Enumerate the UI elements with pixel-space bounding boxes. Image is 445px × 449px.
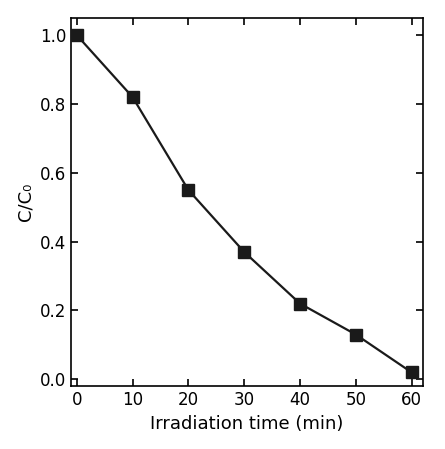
X-axis label: Irradiation time (min): Irradiation time (min): [150, 414, 344, 432]
Y-axis label: C/C₀: C/C₀: [16, 183, 34, 221]
